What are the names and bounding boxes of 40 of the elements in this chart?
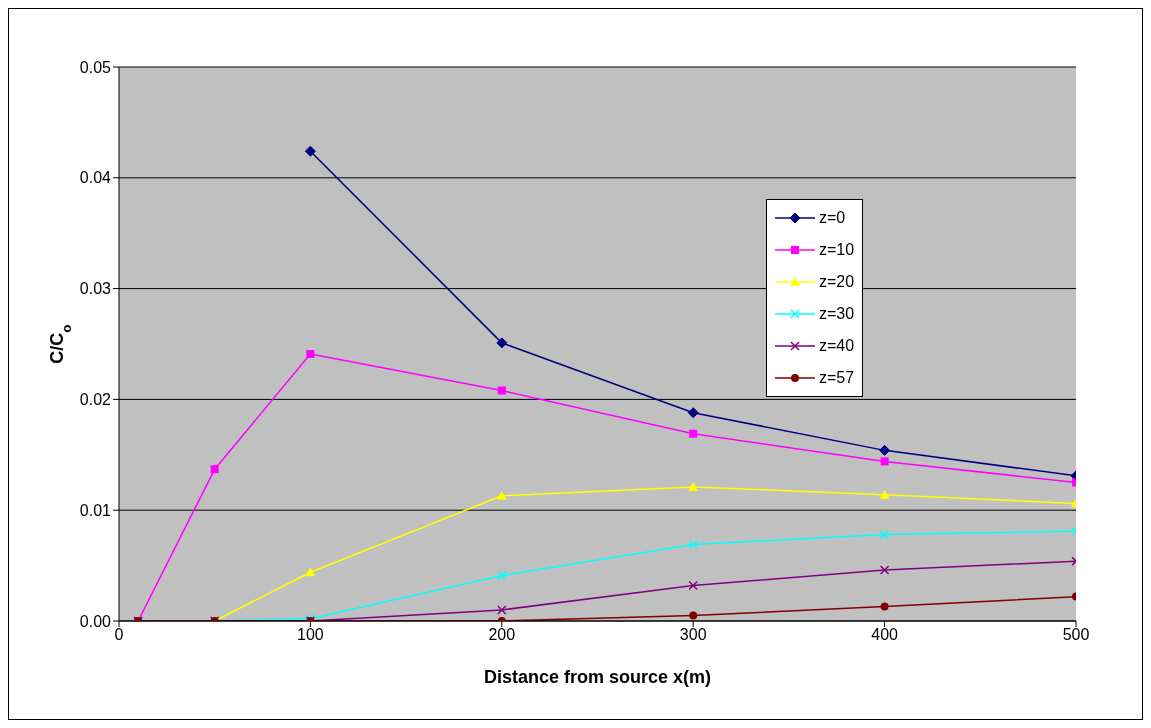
x-tick-label: 200 bbox=[488, 626, 516, 644]
point bbox=[497, 386, 506, 395]
legend-label: z=40 bbox=[819, 337, 855, 355]
point bbox=[688, 580, 698, 591]
y-tick-label: 0.05 bbox=[79, 58, 112, 76]
legend-label: z=30 bbox=[819, 305, 855, 323]
point bbox=[306, 349, 315, 358]
point bbox=[497, 570, 507, 581]
point bbox=[879, 529, 890, 540]
x-tick-label: 300 bbox=[679, 626, 707, 644]
x-tick-label: 400 bbox=[871, 626, 899, 644]
legend-label: z=57 bbox=[819, 369, 855, 387]
point bbox=[880, 457, 889, 466]
point bbox=[304, 145, 316, 157]
y-tick-label: 0.01 bbox=[79, 501, 112, 519]
y-tick-label: 0.02 bbox=[79, 391, 112, 409]
legend-label: z=0 bbox=[819, 209, 846, 227]
point bbox=[210, 465, 219, 474]
point bbox=[496, 490, 507, 500]
point bbox=[687, 407, 699, 419]
point bbox=[689, 611, 698, 620]
legend-label: z=10 bbox=[819, 241, 855, 259]
point bbox=[879, 565, 890, 575]
x-tick-label: 0 bbox=[114, 626, 124, 644]
point bbox=[305, 567, 316, 577]
legend-label: z=20 bbox=[819, 273, 855, 291]
point bbox=[688, 539, 698, 550]
point bbox=[688, 481, 699, 491]
point bbox=[880, 602, 889, 611]
y-tick-label: 0.00 bbox=[79, 612, 112, 630]
point bbox=[879, 444, 891, 456]
point bbox=[689, 429, 698, 438]
point bbox=[879, 489, 890, 499]
y-tick-label: 0.03 bbox=[79, 280, 112, 298]
x-tick-label: 100 bbox=[297, 626, 324, 644]
y-tick-label: 0.04 bbox=[79, 169, 112, 187]
point bbox=[497, 605, 507, 615]
x-tick-label: 500 bbox=[1062, 626, 1090, 644]
x-axis-title: Distance from source x(m) bbox=[483, 667, 712, 687]
point bbox=[496, 337, 508, 349]
